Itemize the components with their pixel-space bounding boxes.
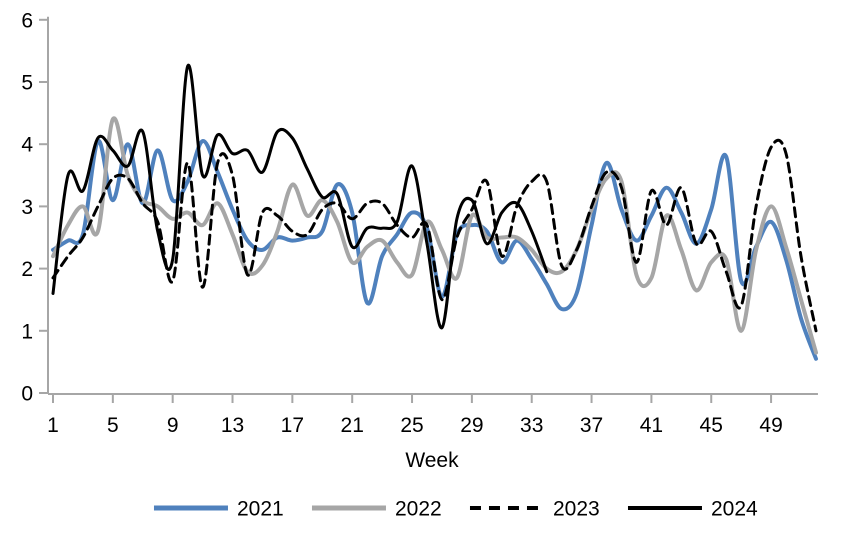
x-tick-label: 41: [640, 414, 663, 437]
legend-label-2022: 2022: [395, 498, 442, 521]
y-tick-label: 6: [21, 9, 33, 32]
legend-label-2021: 2021: [237, 498, 284, 521]
x-tick-label: 9: [167, 414, 179, 437]
x-axis-title: Week: [405, 449, 459, 472]
legend-item-2024: 2024: [627, 498, 758, 521]
series-line-2024: [51, 63, 549, 330]
y-tick-label: 3: [21, 196, 33, 219]
x-tick-label: 45: [700, 414, 723, 437]
x-tick-label: 25: [400, 414, 423, 437]
legend-item-2023: 2023: [469, 498, 600, 521]
x-tick-label: 49: [759, 414, 782, 437]
y-tick-label: 4: [21, 134, 33, 157]
x-tick-label: 13: [221, 414, 244, 437]
legend-item-2022: 2022: [311, 498, 442, 521]
x-tick-label: 1: [47, 414, 59, 437]
x-tick-label: 37: [580, 414, 603, 437]
x-tick-label: 21: [341, 414, 364, 437]
y-tick-label: 2: [21, 258, 33, 281]
legend-label-2023: 2023: [553, 498, 600, 521]
y-tick-label: 5: [21, 72, 33, 95]
legend-item-2021: 2021: [153, 498, 284, 521]
series-line-2021: [51, 139, 818, 361]
legend-label-2024: 2024: [711, 498, 758, 521]
x-tick-label: 33: [520, 414, 543, 437]
x-tick-label: 5: [107, 414, 119, 437]
y-tick-label: 1: [21, 320, 33, 343]
x-tick-label: 17: [281, 414, 304, 437]
y-tick-label: 0: [21, 383, 33, 406]
series-line-2023: [51, 138, 818, 333]
x-tick-label: 29: [460, 414, 483, 437]
